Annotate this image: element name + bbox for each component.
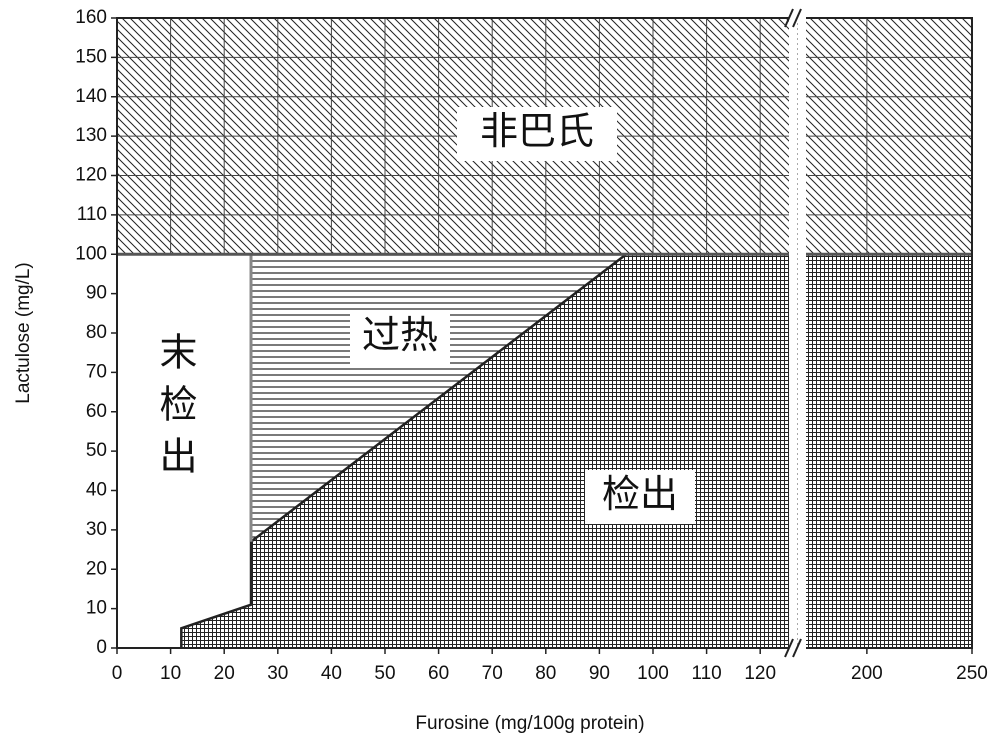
x-axis-label: Furosine (mg/100g protein) [415,713,644,734]
label-box [350,311,450,365]
break-mark [784,638,794,658]
y-tick-label: 120 [75,165,107,186]
region-label: 检出 [602,474,678,516]
detected-region [181,254,972,648]
y-tick-label: 110 [77,204,107,225]
break-mark [784,8,794,28]
x-tick-label: 0 [112,663,123,684]
x-tick-label: 20 [214,663,235,684]
y-tick-label: 50 [86,440,107,461]
x-tick-label: 80 [535,663,556,684]
y-tick-label: 160 [75,7,107,28]
x-tick-label: 100 [637,663,669,684]
break-mark [792,8,802,28]
break-mark [792,638,802,658]
y-tick-label: 20 [86,558,107,579]
y-tick-label: 140 [75,86,107,107]
x-tick-label: 60 [428,663,449,684]
x-tick-label: 110 [691,663,721,684]
x-tick-label: 40 [321,663,342,684]
y-tick-label: 60 [86,401,107,422]
label-box [457,107,617,161]
x-tick-label: 50 [374,663,395,684]
y-tick-label: 150 [75,46,107,67]
label-box [585,470,695,524]
y-tick-label: 130 [75,125,107,146]
y-tick-label: 10 [86,598,107,619]
x-tick-label: 120 [744,663,776,684]
region-label: 非巴氏 [480,111,594,153]
y-tick-label: 40 [86,480,107,501]
x-tick-label: 30 [267,663,288,684]
region-label: 过热 [362,315,438,357]
label-box [144,325,200,495]
x-tick-label: 10 [160,663,181,684]
x-tick-label: 70 [482,663,503,684]
y-tick-label: 30 [86,519,107,540]
x-tick-label: 250 [956,663,988,684]
y-tick-label: 70 [86,361,107,382]
y-tick-label: 100 [75,243,107,264]
y-tick-label: 90 [86,283,107,304]
y-tick-label: 0 [96,637,107,658]
x-tick-label: 200 [851,663,883,684]
x-tick-label: 90 [589,663,610,684]
y-axis-label: Lactulose (mg/L) [13,262,34,404]
y-tick-label: 80 [86,322,107,343]
region-label: 末检出 [153,332,196,488]
